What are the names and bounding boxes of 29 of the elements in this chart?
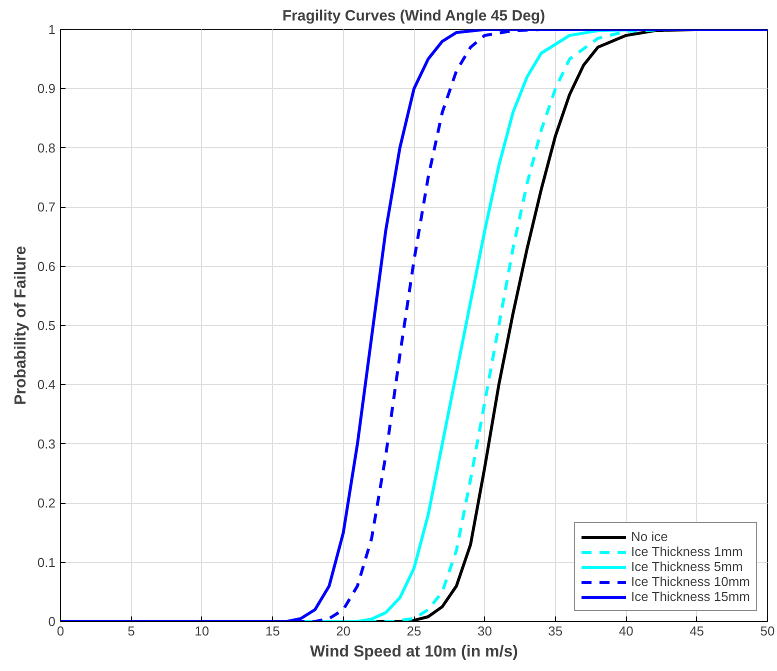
x-tick-label: 35 [548,624,563,638]
x-tick-label: 50 [760,624,775,638]
y-tick-label: 0.7 [37,200,56,215]
x-tick-label: 30 [477,624,492,638]
legend-label: Ice Thickness 5mm [631,559,743,574]
x-tick-label: 5 [128,624,135,638]
y-tick-label: 0.9 [37,81,56,96]
y-tick-label: 1 [48,22,56,37]
x-tick-label: 40 [618,624,634,638]
y-tick-label: 0.2 [37,496,56,511]
y-tick-label: 0.4 [37,377,56,392]
legend-label: Ice Thickness 15mm [631,589,750,604]
x-tick-label: 20 [336,624,351,638]
x-tick-label: 15 [265,624,280,638]
chart-title: Fragility Curves (Wind Angle 45 Deg) [282,8,546,24]
y-tick-label: 0.6 [37,258,56,274]
y-tick-label: 0.5 [37,318,56,333]
legend-label: No ice [631,529,668,544]
legend-label: Ice Thickness 10mm [631,574,750,589]
legend-label: Ice Thickness 1mm [631,544,743,559]
y-tick-label: 0.1 [37,554,56,570]
x-tick-label: 45 [690,624,704,638]
x-tick-label: 10 [194,624,210,638]
y-axis-title: Probability of Failure [12,246,30,406]
y-tick-label: 0 [48,614,56,629]
x-axis-title: Wind Speed at 10m (in m/s) [310,644,518,660]
y-tick-label: 0.3 [37,436,56,452]
y-tick-label: 0.8 [37,140,56,156]
x-tick-label: 25 [406,624,422,638]
